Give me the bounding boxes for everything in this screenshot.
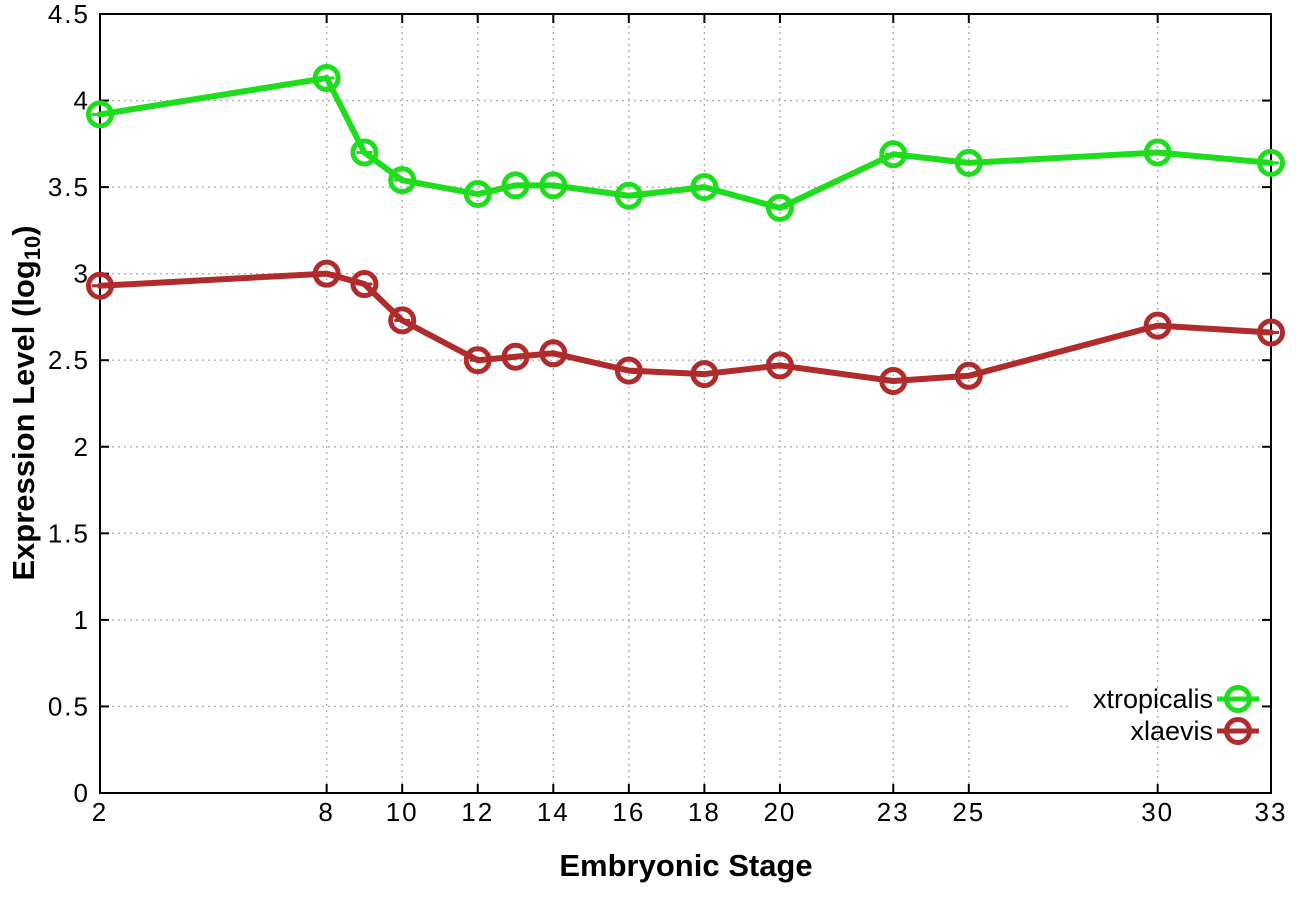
data-point-marker: [1143, 138, 1172, 167]
data-point-marker: [690, 360, 719, 389]
data-point-marker: [1257, 148, 1285, 177]
data-point-marker: [86, 271, 114, 300]
x-tick-label: 2: [92, 797, 108, 827]
data-point-marker: [954, 361, 983, 390]
legend-marker: [1217, 685, 1259, 713]
x-tick-label: 23: [877, 797, 910, 827]
data-point-marker: [463, 180, 492, 209]
y-tick-label: 0.5: [48, 691, 90, 721]
y-tick-label: 3.5: [48, 172, 90, 202]
legend-label: xtropicalis: [1093, 684, 1213, 714]
x-tick-label: 20: [763, 797, 796, 827]
x-axis-title: Embryonic Stage: [559, 848, 813, 883]
series-xlaevis: [86, 259, 1285, 395]
tick-marks: [99, 13, 1272, 794]
data-point-marker: [614, 356, 643, 385]
y-tick-label: 3: [74, 259, 90, 289]
y-tick-label: 1.5: [48, 518, 90, 548]
data-point-marker: [1257, 318, 1285, 347]
x-tick-label: 30: [1141, 797, 1174, 827]
y-axis-title-pre: Expression Level (log: [6, 260, 41, 581]
series-line: [97, 270, 1274, 384]
x-tick-label: 16: [612, 797, 645, 827]
x-tick-label: 25: [952, 797, 985, 827]
data-point-marker: [86, 100, 114, 129]
y-tick-label: 2: [74, 432, 90, 462]
data-point-marker: [879, 140, 908, 169]
data-point-marker: [501, 171, 530, 200]
data-point-marker: [388, 166, 417, 195]
legend-sample-point: [1224, 717, 1252, 745]
y-tick-label: 2.5: [48, 345, 90, 375]
data-point-marker: [539, 171, 568, 200]
x-tick-label: 8: [318, 797, 334, 827]
data-point-marker: [614, 181, 643, 210]
legend-label: xlaevis: [1130, 716, 1213, 746]
data-point-marker: [312, 259, 341, 288]
data-point-marker: [690, 173, 719, 202]
data-point-marker: [879, 366, 908, 395]
series-line: [97, 75, 1274, 211]
gridlines: [100, 14, 1271, 793]
legend-marker: [1217, 717, 1259, 745]
x-tick-label: 12: [461, 797, 494, 827]
data-point-marker: [765, 351, 794, 380]
data-point-marker: [501, 342, 530, 371]
data-point-marker: [350, 138, 379, 167]
tick-labels: 2 8 10 12 14 16 18 20 23 25 30 33 0 0.5 1 1.5 2 2.5 3 3.5 4 4…: [48, 0, 1288, 827]
x-tick-label: 18: [688, 797, 721, 827]
data-point-marker: [539, 339, 568, 368]
y-tick-label: 0: [74, 778, 90, 808]
y-axis-title-text: Expression Level (log10): [6, 225, 46, 580]
y-axis-title-subscript: 10: [20, 235, 45, 261]
data-point-marker: [1143, 311, 1172, 340]
plot-border: [99, 13, 1272, 794]
data-point-marker: [350, 270, 379, 299]
y-axis-title-post: ): [6, 225, 41, 236]
y-tick-label: 4: [74, 86, 90, 116]
x-tick-label: 14: [537, 797, 570, 827]
y-tick-label: 4.5: [48, 0, 90, 29]
legend-sample-point: [1224, 685, 1252, 713]
series-xtropicalis: [86, 64, 1285, 222]
x-tick-label: 33: [1255, 797, 1288, 827]
data-point-marker: [954, 148, 983, 177]
data-point-marker: [312, 64, 341, 93]
data-point-marker: [388, 306, 417, 335]
x-tick-label: 10: [386, 797, 419, 827]
data-point-marker: [463, 346, 492, 375]
data-point-marker: [765, 193, 794, 222]
y-tick-label: 1: [74, 605, 90, 635]
